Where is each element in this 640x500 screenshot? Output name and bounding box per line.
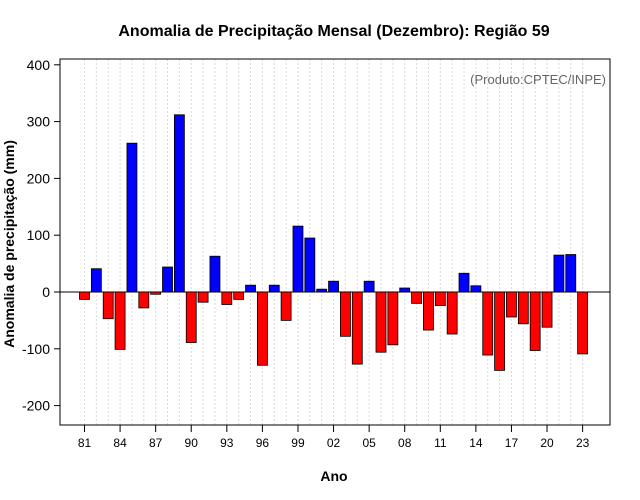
bar-2006 [375,291,387,353]
y-tick-label: 0 [42,284,50,300]
bar-1983 [102,291,114,320]
y-axis-label: Anomalia de precipitação (mm) [1,140,17,348]
bar-1999 [292,225,304,293]
bar-2005 [363,280,375,293]
y-tick-label: 400 [27,57,51,73]
bar-2011 [434,291,446,307]
bar-1992 [209,255,221,293]
bar-2022 [565,254,577,293]
x-tick-label: 11 [434,436,447,450]
x-tick-label: 02 [327,436,341,450]
bar-2004 [351,291,363,365]
bar-1982 [90,268,102,293]
x-tick-label: 81 [78,436,92,450]
bar-1996 [256,291,268,366]
bar-2013 [458,272,470,293]
bars [79,114,589,371]
credit-note: (Produto:CPTEC/INPE) [470,72,606,87]
bar-1985 [126,142,138,293]
bar-2015 [482,291,494,356]
x-axis: 81 84 87 90 93 96 99 02 05 08 11 14 17 20 23 [78,425,590,450]
bar-2000 [304,237,316,293]
bar-1998 [280,291,292,321]
bar-1981 [79,291,90,300]
y-tick-label: 300 [27,114,51,130]
bar-2018 [517,291,529,325]
bar-1997 [268,284,280,293]
x-tick-label: 84 [113,436,127,450]
bar-2007 [387,291,399,346]
x-tick-label: 20 [540,436,554,450]
bar-2012 [446,291,458,335]
bar-1987 [150,291,162,295]
plot-frame [59,58,611,426]
bar-2003 [340,291,351,337]
x-tick-label: 90 [185,436,199,450]
y-tick-label: -200 [22,398,50,414]
x-tick-label: 93 [220,436,234,450]
bar-1989 [173,114,185,293]
x-tick-label: 05 [362,436,376,450]
y-tick-label: 100 [27,227,51,243]
bar-2010 [423,291,434,331]
bar-2002 [328,280,339,293]
bar-1986 [138,291,150,309]
x-tick-label: 96 [256,436,270,450]
x-axis-label: Ano [320,468,347,484]
bar-2020 [541,291,553,328]
chart-title: Anomalia de Precipitação Mensal (Dezembr… [118,23,549,40]
x-tick-label: 08 [398,436,412,450]
x-tick-label: 87 [149,436,163,450]
y-tick-label: 200 [27,170,51,186]
bar-2019 [529,291,541,351]
x-tick-label: 17 [505,436,519,450]
bar-1995 [245,284,256,293]
bar-2017 [506,291,517,318]
bar-2009 [411,291,422,304]
bar-1991 [197,291,209,303]
bar-2023 [577,291,589,355]
bar-2001 [316,288,328,293]
bar-1988 [162,266,173,293]
bar-1994 [233,291,245,300]
bar-2021 [553,254,565,293]
y-tick-label: -100 [22,341,50,357]
x-tick-label: 23 [576,436,590,450]
y-axis: -200 -100 0 100 200 300 400 [22,57,60,414]
bar-2008 [399,287,411,293]
bar-1990 [185,291,197,343]
bar-2014 [470,285,482,293]
grid-lines [84,59,584,425]
bar-1993 [221,291,233,305]
x-tick-label: 99 [291,436,305,450]
x-tick-label: 14 [469,436,483,450]
bar-1984 [114,291,126,350]
bar-2016 [494,291,506,371]
